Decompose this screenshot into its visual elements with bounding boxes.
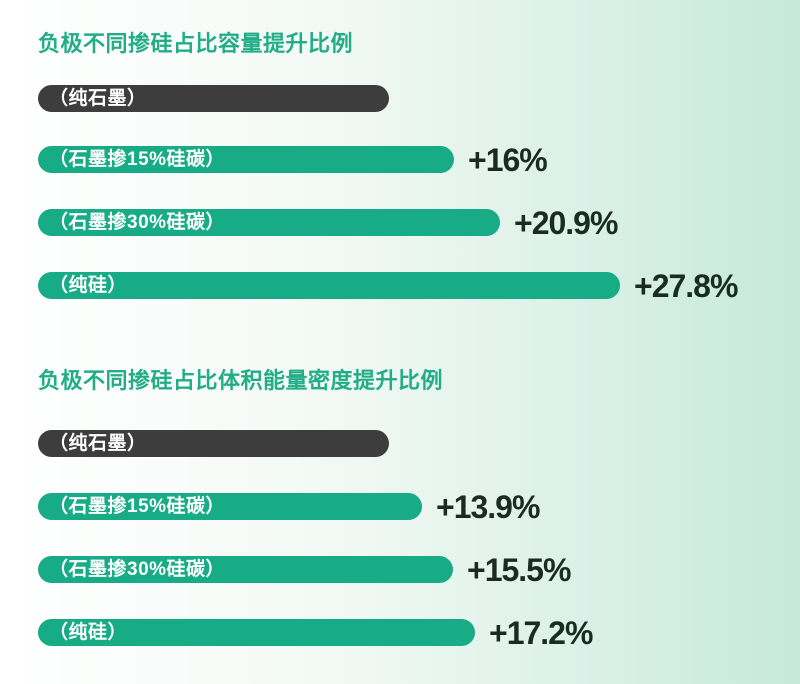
- value-label: +20.9%: [514, 204, 618, 241]
- capacity-bar-graphite-30pct-silicon: （石墨掺30%硅碳）: [38, 209, 500, 236]
- capacity-chart-title: 负极不同掺硅占比容量提升比例: [38, 31, 354, 56]
- capacity-row-pure-silicon: （纯硅） +27.8%: [38, 267, 738, 304]
- density-bar-pure-silicon: （纯硅）: [38, 619, 475, 646]
- bar-label-graphite-30pct-silicon: （石墨掺30%硅碳）: [49, 212, 226, 233]
- bar-label-pure-silicon: （纯硅）: [49, 622, 128, 643]
- capacity-bar-pure-graphite: （纯石墨）: [38, 85, 389, 112]
- value-label: +15.5%: [467, 551, 571, 588]
- bar-label-graphite-30pct-silicon: （石墨掺30%硅碳）: [49, 559, 226, 580]
- density-row-graphite-30pct-silicon: （石墨掺30%硅碳） +15.5%: [38, 551, 571, 588]
- capacity-bar-graphite-15pct-silicon: （石墨掺15%硅碳）: [38, 146, 454, 173]
- bar-label-pure-graphite: （纯石墨）: [49, 88, 147, 109]
- value-label: +27.8%: [634, 267, 738, 304]
- value-label: +13.9%: [436, 488, 540, 525]
- bar-label-pure-silicon: （纯硅）: [49, 275, 128, 296]
- bar-label-pure-graphite: （纯石墨）: [49, 433, 147, 454]
- density-row-pure-graphite: （纯石墨）: [38, 430, 403, 457]
- capacity-bar-pure-silicon: （纯硅）: [38, 272, 620, 299]
- energy-density-chart-title: 负极不同掺硅占比体积能量密度提升比例: [38, 368, 444, 393]
- density-bar-pure-graphite: （纯石墨）: [38, 430, 389, 457]
- density-row-graphite-15pct-silicon: （石墨掺15%硅碳） +13.9%: [38, 488, 540, 525]
- bar-label-graphite-15pct-silicon: （石墨掺15%硅碳）: [49, 149, 226, 170]
- value-label: +16%: [468, 141, 548, 178]
- value-label: +17.2%: [489, 614, 593, 651]
- bar-label-graphite-15pct-silicon: （石墨掺15%硅碳）: [49, 496, 226, 517]
- capacity-row-graphite-15pct-silicon: （石墨掺15%硅碳） +16%: [38, 141, 548, 178]
- capacity-row-graphite-30pct-silicon: （石墨掺30%硅碳） +20.9%: [38, 204, 618, 241]
- density-row-pure-silicon: （纯硅） +17.2%: [38, 614, 593, 651]
- density-bar-graphite-15pct-silicon: （石墨掺15%硅碳）: [38, 493, 422, 520]
- capacity-row-pure-graphite: （纯石墨）: [38, 85, 403, 112]
- density-bar-graphite-30pct-silicon: （石墨掺30%硅碳）: [38, 556, 453, 583]
